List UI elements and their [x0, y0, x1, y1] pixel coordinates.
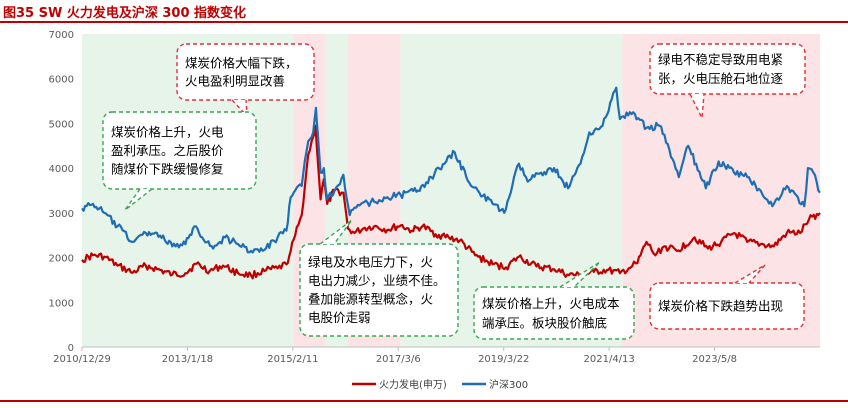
callout-tail [124, 188, 153, 211]
annotation-text: 绿电及水电压力下，火 [308, 255, 434, 270]
x-tick-label: 2013/1/18 [162, 354, 213, 365]
annotation-text: 煤炭价格大幅下跌， [185, 55, 298, 70]
y-tick-label: 7000 [49, 30, 74, 41]
annotation-text: 电股价走弱 [308, 310, 371, 325]
annotation-text: 张，火电压舱石地位逐 [658, 71, 784, 86]
annotation-box [299, 243, 459, 337]
x-tick-label: 2017/3/6 [376, 354, 421, 365]
bottom-rule [0, 400, 848, 402]
callout-tail [559, 261, 601, 288]
title-underline [0, 21, 848, 23]
annotation-text: 煤炭价格下跌趋势出现 [658, 299, 783, 314]
annotation-6: 煤炭价格下跌趋势出现 [649, 264, 805, 330]
callout-tail [319, 219, 353, 245]
legend: 火力发电(申万) 沪深300 [352, 378, 528, 391]
x-tick-label: 2023/5/8 [692, 354, 737, 365]
thermal-power-line [81, 124, 821, 280]
annotation-text: 叠加能源转型概念，火 [308, 292, 434, 307]
annotation-box [176, 43, 315, 101]
legend-label-thermal: 火力发电(申万) [379, 378, 447, 391]
annotation-box [473, 286, 635, 340]
annotation-text: 端承压。板块股价触底 [482, 315, 607, 330]
annotation-box [649, 282, 805, 330]
legend-label-csi300: 沪深300 [489, 378, 528, 391]
x-tick-label: 2021/4/13 [584, 354, 635, 365]
annotation-text: 煤炭价格上升，火电 [111, 124, 224, 139]
annotation-text: 电出力减少，业绩不佳。 [308, 273, 446, 288]
y-tick-label: 5000 [49, 119, 74, 130]
series-lines [81, 86, 821, 280]
x-tick-label: 2015/2/11 [267, 354, 318, 365]
y-tick-label: 2000 [49, 254, 74, 265]
annotation-text: 盈利承压。之后股价 [111, 143, 224, 158]
annotation-text: 随煤价下跌缓慢修复 [111, 161, 224, 176]
callout-tail [734, 264, 766, 284]
callout-tail-fill [690, 94, 704, 118]
y-tick-label: 0 [68, 343, 74, 354]
csi300-line [81, 86, 821, 254]
axes: 0 1000 2000 3000 4000 5000 6000 7000 2010/12/29 2… [49, 30, 820, 365]
y-tick-label: 1000 [49, 298, 74, 309]
x-tick-label: 2010/12/29 [53, 354, 111, 365]
chart-title: 图35 SW 火力发电及沪深 300 指数变化 [3, 6, 247, 21]
annotation-text: 火电盈利明显改善 [185, 73, 285, 88]
y-tick-label: 4000 [49, 164, 74, 175]
annotation-box [649, 43, 806, 95]
y-tick-label: 3000 [49, 209, 74, 220]
annotation-text: 绿电不稳定导致用电紧 [658, 52, 783, 67]
y-tick-label: 6000 [49, 75, 74, 86]
x-tick-label: 2019/3/22 [478, 354, 529, 365]
callout-tail [689, 93, 705, 121]
annotations: 煤炭价格大幅下跌， 火电盈利明显改善煤炭价格上升，火电盈利承压。之后股价随煤价下跌… [102, 43, 806, 340]
annotation-box [102, 111, 257, 190]
annotation-text: 煤炭价格上升，火电成本 [482, 296, 620, 311]
